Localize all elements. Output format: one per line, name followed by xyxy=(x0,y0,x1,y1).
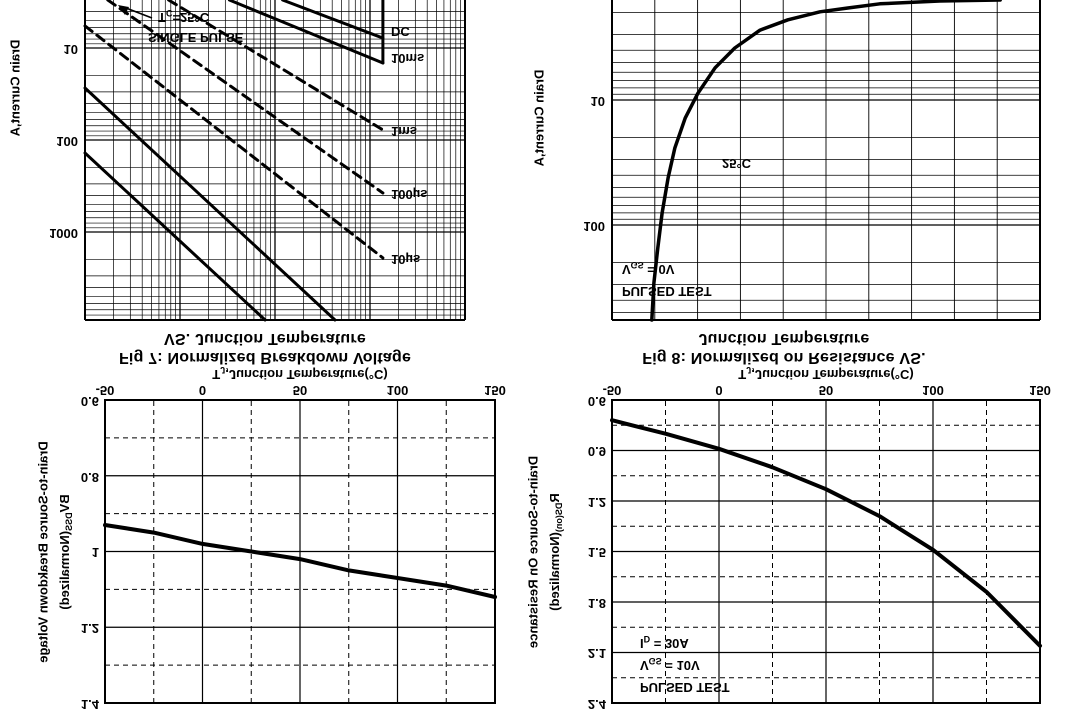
pulsed-annotation-pulsed-test: PULSED TEST xyxy=(622,283,712,299)
subscript: GS xyxy=(630,260,644,270)
text-segment: ,Junction Temperature(°C) xyxy=(225,367,388,382)
soa-100us-line xyxy=(106,0,385,195)
fig8-x-tick: -50 xyxy=(602,383,622,398)
fig7-x-tick: 50 xyxy=(292,383,308,398)
text-segment: PULSED TEST xyxy=(640,680,730,695)
pulsed-y-tick: 10 xyxy=(590,94,605,109)
fig8-x-tick: 50 xyxy=(818,383,834,398)
soa-y-tick: 10 xyxy=(63,42,78,57)
soa-limit-line-a xyxy=(83,86,337,322)
pulsed-annotation-vgs: VGS = 0V xyxy=(622,260,675,277)
text-segment: V xyxy=(640,658,649,673)
grid-line xyxy=(125,7,153,19)
pulsed-y-axis-title: Drain Current,A xyxy=(531,69,547,167)
fig8-y-tick: 2.4 xyxy=(587,697,606,712)
fig7-y-tick: 1.4 xyxy=(80,697,99,712)
fig7-title-line2: VS. Junction Temperature xyxy=(164,330,366,347)
fig8-x-axis-title: TJ,Junction Temperature(°C) xyxy=(626,365,1026,382)
annotation-arrow xyxy=(118,5,129,15)
subscript: DSS xyxy=(63,512,74,531)
fig7-x-axis-title: TJ,Junction Temperature(°C) xyxy=(100,365,500,382)
fig7-y-axis-symbol: BVDSS(Normalized) xyxy=(56,494,74,610)
pulsed-curve xyxy=(650,0,1002,322)
fig8-x-tick: 0 xyxy=(715,383,723,398)
fig8-x-tick: 100 xyxy=(922,383,944,398)
plot-border xyxy=(611,399,1041,704)
soa-y-tick: 100 xyxy=(56,134,78,149)
text-segment: BV xyxy=(56,494,72,513)
text-segment: (Normalized) xyxy=(56,530,72,610)
text-segment: = 0V xyxy=(643,262,675,277)
soa-label-100us: 100µs xyxy=(391,187,428,202)
subscript: DS(on) xyxy=(553,502,564,533)
fig8-x-tick: 150 xyxy=(1029,383,1051,398)
fig7-x-tick: -50 xyxy=(95,383,115,398)
soa-label-dc: DC xyxy=(391,24,410,39)
fig8-title-line1: Fig 8: Normalized on Resistance VS. xyxy=(642,349,926,366)
text-segment: =25°C xyxy=(172,10,210,25)
text-segment: T xyxy=(158,10,166,25)
pulsed-annotation-temp: 25°C xyxy=(722,155,752,171)
fig7-x-tick: 100 xyxy=(386,383,409,398)
fig7-y-axis-title: Drain-to-Source Breakdown Voltage xyxy=(35,441,51,663)
plot-border xyxy=(104,399,496,704)
fig8-y-axis-symbol: RDS(on)(Normalized) xyxy=(546,493,564,611)
text-segment: R xyxy=(546,493,562,503)
soa-label-1ms: 1ms xyxy=(391,124,418,139)
fig8-annotation-vgs: VGS = 10V xyxy=(640,656,700,673)
soa-single-pulse-label: SINGLE PULSE xyxy=(148,30,244,45)
fig8-curve xyxy=(610,418,1042,648)
soa-y-axis-title: Drain Current,A xyxy=(7,39,23,137)
soa-10us-line xyxy=(83,24,385,260)
soa-1ms-line xyxy=(167,0,385,132)
pulsed-y-tick: 100 xyxy=(583,219,605,234)
fig8-y-axis-title: Drain-to-Source On Resistance xyxy=(525,455,541,649)
text-segment: = 30A xyxy=(650,636,689,651)
soa-label-10ms: 10ms xyxy=(391,51,425,66)
text-segment: ,Junction Temperature(°C) xyxy=(751,367,914,382)
text-segment: = 10V xyxy=(661,658,700,673)
fig7-curve xyxy=(103,523,497,599)
soa-10ms-line xyxy=(227,0,385,65)
fig7-title-line1: Fig 7: Normalized Breakdown Voltage xyxy=(118,349,412,366)
text-segment: (Normalized) xyxy=(546,532,562,611)
text-segment: V xyxy=(622,262,631,277)
soa-y-tick: 1000 xyxy=(49,226,78,241)
fig8-y-tick: 2.1 xyxy=(587,646,606,662)
soa-limit-line-b xyxy=(83,151,267,322)
fig8-title-line2: Junction Temperature xyxy=(698,330,870,347)
subscript: GS xyxy=(648,656,662,666)
soa-label-10us: 10µs xyxy=(391,252,421,267)
text-segment: PULSED TEST xyxy=(622,284,712,299)
fig8-y-tick: 0.9 xyxy=(587,444,606,460)
soa-tc-label: TC=25°C xyxy=(158,8,210,25)
fig8-annotation-pulsed-test: PULSED TEST xyxy=(640,679,730,695)
fig8-annotation-id: ID = 30A xyxy=(640,634,689,651)
soa-dc-line xyxy=(281,0,385,40)
fig7-x-tick: 0 xyxy=(198,383,207,398)
text-segment: 25°C xyxy=(722,156,752,171)
fig7-x-tick: 150 xyxy=(484,383,506,398)
